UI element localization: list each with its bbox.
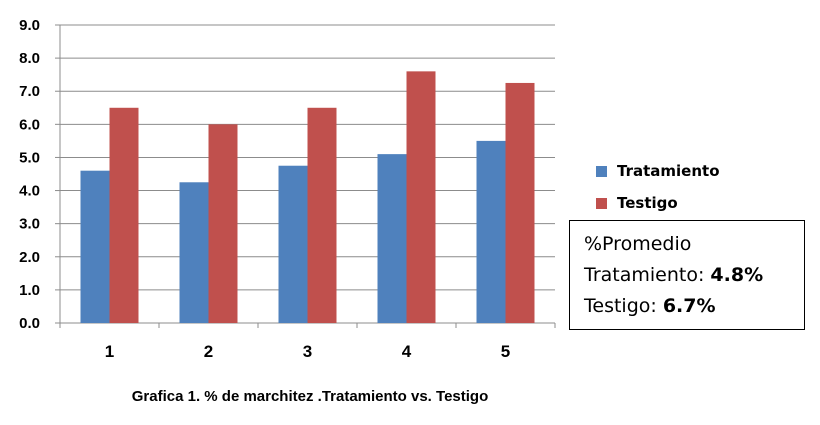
y-tick-label: 5.0 xyxy=(19,149,40,166)
y-tick-label: 9.0 xyxy=(19,17,40,34)
chart-caption: Grafica 1. % de marchitez .Tratamiento v… xyxy=(131,388,489,405)
summary-testigo-label: Testigo: xyxy=(584,295,663,317)
y-tick-label: 2.0 xyxy=(19,249,40,266)
summary-heading: %Promedio xyxy=(584,233,692,255)
y-tick-label: 6.0 xyxy=(19,116,40,133)
legend: Tratamiento Testigo xyxy=(596,158,720,222)
summary-tratamiento-line: Tratamiento: 4.8% xyxy=(584,260,804,291)
y-tick-label: 4.0 xyxy=(19,183,40,200)
bar-tratamiento-1 xyxy=(80,170,110,323)
legend-item-testigo: Testigo xyxy=(596,190,720,216)
legend-swatch-tratamiento xyxy=(596,165,607,177)
legend-swatch-testigo xyxy=(596,197,607,209)
legend-label-tratamiento: Tratamiento xyxy=(617,162,720,180)
bar-tratamiento-3 xyxy=(278,165,308,323)
average-summary-box: %Promedio Tratamiento: 4.8% Testigo: 6.7… xyxy=(569,220,805,330)
bar-tratamiento-2 xyxy=(179,182,209,323)
y-tick-label: 8.0 xyxy=(19,50,40,67)
bar-tratamiento-5 xyxy=(476,140,506,323)
x-tick-label: 2 xyxy=(204,342,213,361)
legend-label-testigo: Testigo xyxy=(617,194,678,212)
bar-testigo-4 xyxy=(406,71,436,323)
y-tick-label: 1.0 xyxy=(19,282,40,299)
summary-tratamiento-label: Tratamiento: xyxy=(584,264,711,286)
bar-testigo-3 xyxy=(307,107,337,324)
summary-testigo-line: Testigo: 6.7% xyxy=(584,291,804,322)
y-tick-label: 3.0 xyxy=(19,216,40,233)
bar-testigo-2 xyxy=(208,124,238,323)
x-tick-label: 1 xyxy=(105,342,114,361)
bar-testigo-5 xyxy=(505,82,535,323)
bar-tratamiento-4 xyxy=(377,154,407,323)
x-tick-label: 4 xyxy=(402,342,412,361)
summary-testigo-value: 6.7% xyxy=(662,295,716,317)
x-tick-label: 5 xyxy=(501,342,510,361)
bar-testigo-1 xyxy=(109,107,139,324)
x-tick-label: 3 xyxy=(303,342,312,361)
legend-item-tratamiento: Tratamiento xyxy=(596,158,720,184)
y-tick-label: 7.0 xyxy=(19,83,40,100)
summary-tratamiento-value: 4.8% xyxy=(710,264,764,286)
y-tick-label: 0.0 xyxy=(19,315,40,332)
